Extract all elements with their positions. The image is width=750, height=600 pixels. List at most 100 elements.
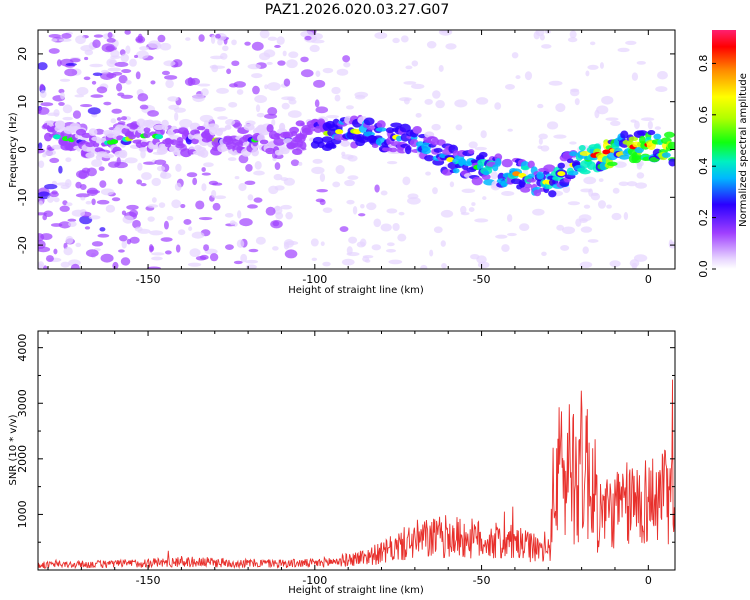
spectrogram-cell — [312, 158, 323, 164]
spectrogram-cell — [578, 214, 592, 222]
spectrogram-cell — [265, 206, 276, 216]
spectrogram-cell — [129, 209, 139, 217]
spectrogram-cell — [460, 205, 467, 214]
spectrogram-cell — [461, 188, 476, 193]
spectrogram-cell — [129, 236, 140, 244]
spectrogram-cell — [228, 101, 238, 108]
spectrogram-cell — [322, 207, 333, 214]
spectrogram-cell — [119, 234, 128, 242]
spectrogram-cell — [156, 165, 166, 172]
spectrogram-cell — [189, 248, 201, 258]
spectrogram-cell — [207, 123, 220, 130]
spectrogram-cell — [99, 227, 106, 232]
spectrogram-cell — [468, 207, 475, 212]
spectrogram-cell — [64, 68, 78, 77]
spectrogram-cell — [557, 171, 566, 177]
spectrogram-cell — [386, 161, 398, 165]
spectrogram-cell — [155, 134, 164, 140]
spectrogram-cell — [53, 248, 58, 255]
spectrogram-cell — [118, 74, 128, 84]
spectrogram-cell — [305, 130, 313, 136]
spectrogram-cell — [631, 262, 638, 269]
spectrogram-cell — [62, 104, 73, 114]
spectrogram-cell — [243, 123, 255, 131]
spectrogram-cell — [376, 120, 386, 129]
spectrogram-cell — [215, 33, 221, 39]
spectrogram-cell — [322, 67, 334, 74]
spectrogram-cell — [579, 261, 593, 268]
spectrogram-cell — [435, 99, 445, 109]
spectrogram-cell — [610, 120, 621, 127]
spectrogram-cell — [65, 62, 77, 66]
spectrogram-cell — [567, 37, 578, 43]
spectrogram-cell — [626, 181, 638, 187]
spectrogram-ytick-label: 0 — [16, 146, 29, 153]
spectrogram-cell — [431, 123, 441, 131]
spectrogram-cell — [75, 35, 86, 45]
spectrogram-cell — [411, 60, 419, 67]
spectrogram-cell — [441, 263, 447, 269]
spectrogram-cell — [548, 80, 563, 86]
spectrogram-cell — [58, 221, 72, 229]
spectrogram-cell — [53, 197, 60, 203]
spectrogram-cell — [335, 165, 345, 175]
spectrogram-cell — [203, 244, 210, 251]
spectrogram-cell — [271, 119, 276, 126]
spectrogram-cell — [291, 148, 303, 155]
spectrogram-cell — [628, 136, 639, 142]
spectrogram-cell — [364, 259, 371, 263]
spectrogram-cell — [315, 70, 321, 77]
spectrogram-cell — [515, 75, 521, 80]
spectrogram-cell — [201, 167, 206, 173]
spectrogram-cell — [242, 141, 250, 147]
snr-xtick-label: -150 — [136, 574, 161, 587]
spectrogram-cell — [38, 62, 48, 71]
snr-xlabel: Height of straight line (km) — [288, 585, 424, 596]
spectrogram-cell — [495, 234, 508, 239]
spectrogram-cell — [59, 78, 71, 82]
spectrogram-cell — [560, 245, 570, 251]
spectrogram-cell — [137, 162, 143, 171]
spectrogram-cell — [555, 103, 566, 113]
spectrogram-cell — [667, 141, 675, 151]
spectrogram-cell — [274, 162, 281, 170]
spectrogram-cell — [455, 124, 463, 131]
spectrogram-ytick-label: 20 — [16, 47, 29, 61]
spectrogram-cell — [578, 144, 586, 151]
spectrogram-cell — [53, 134, 62, 140]
spectrogram-cell — [106, 38, 116, 43]
spectrogram-cell — [255, 236, 266, 245]
snr-xtick-label: 0 — [645, 574, 652, 587]
spectrogram-cell — [315, 106, 329, 114]
spectrogram-cell — [501, 244, 510, 253]
spectrogram-cell — [256, 112, 265, 118]
spectrogram-cell — [474, 218, 489, 223]
spectrogram-cell — [167, 96, 179, 102]
spectrogram-cell — [366, 202, 377, 211]
spectrogram-cell — [88, 128, 98, 136]
spectrogram-cell — [478, 151, 488, 158]
spectrogram-cell — [70, 263, 80, 269]
spectrogram-cell — [263, 49, 276, 58]
spectrogram-cell — [60, 92, 65, 100]
spectrogram-cell — [504, 84, 516, 90]
spectrogram-cell — [602, 149, 611, 155]
spectrogram-cell — [501, 190, 515, 196]
spectrogram-cell — [320, 241, 325, 246]
spectrogram-cell — [657, 71, 668, 80]
spectrogram-cell — [340, 140, 350, 147]
spectrogram-cell — [108, 161, 120, 168]
spectrogram-cell — [258, 128, 270, 136]
spectrogram-cell — [91, 159, 103, 168]
spectrogram-cell — [421, 147, 432, 155]
spectrogram-cell — [446, 157, 455, 163]
spectrogram-cell — [454, 99, 468, 108]
spectrogram-cell — [548, 190, 557, 198]
spectrogram-cell — [668, 239, 673, 248]
colorbar-tick-label: 0.8 — [697, 55, 710, 72]
spectrogram-cell — [359, 238, 367, 247]
spectrogram-cell — [360, 203, 365, 209]
spectrogram-cell — [655, 86, 668, 93]
spectrogram-cell — [151, 252, 165, 256]
spectrogram-cell — [389, 147, 398, 153]
